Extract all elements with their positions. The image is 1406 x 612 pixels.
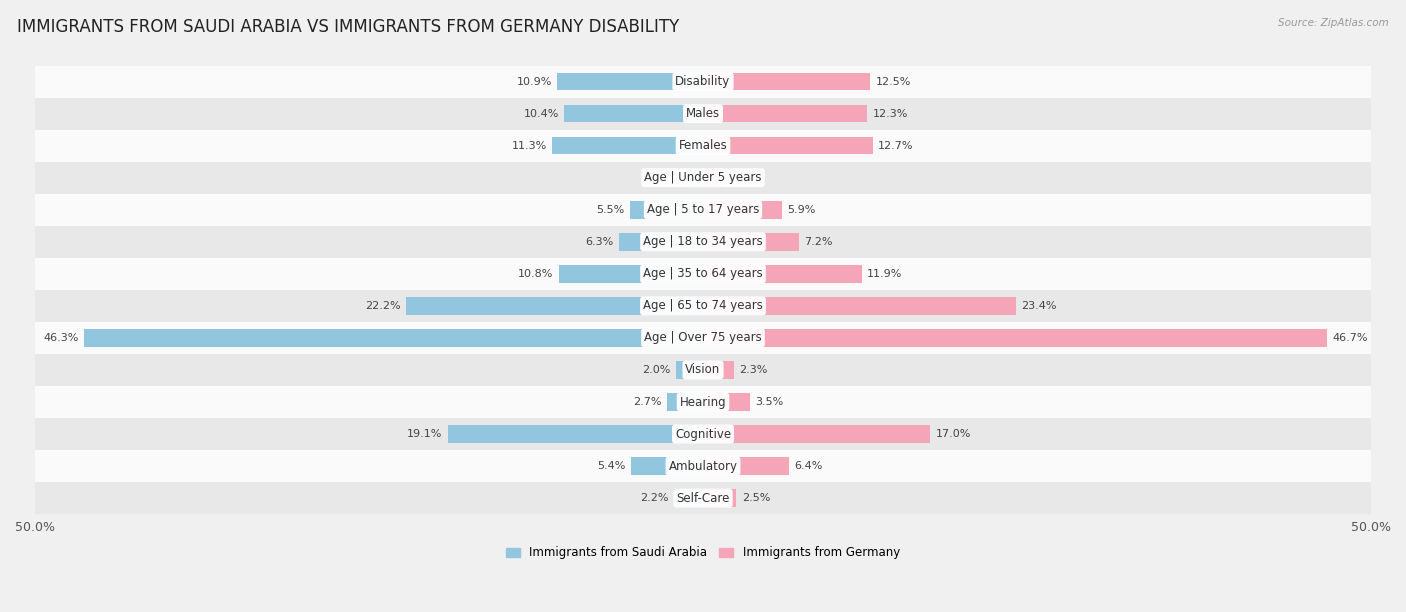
Bar [703, 457, 789, 475]
Bar [703, 73, 870, 91]
Text: 5.5%: 5.5% [596, 205, 624, 215]
Text: 11.3%: 11.3% [512, 141, 547, 151]
Text: 12.7%: 12.7% [877, 141, 914, 151]
Text: 22.2%: 22.2% [366, 301, 401, 311]
Text: Source: ZipAtlas.com: Source: ZipAtlas.com [1278, 18, 1389, 28]
Bar [35, 386, 1371, 418]
Bar [35, 450, 1371, 482]
Text: 2.7%: 2.7% [633, 397, 662, 407]
Bar [35, 130, 1371, 162]
Bar [703, 169, 721, 187]
Bar [35, 258, 1371, 290]
Bar [35, 354, 1371, 386]
Text: 2.0%: 2.0% [643, 365, 671, 375]
Bar [703, 393, 749, 411]
Text: 5.9%: 5.9% [787, 205, 815, 215]
Bar [35, 194, 1371, 226]
Bar [703, 265, 862, 283]
Bar [619, 233, 703, 250]
Legend: Immigrants from Saudi Arabia, Immigrants from Germany: Immigrants from Saudi Arabia, Immigrants… [501, 542, 905, 564]
Bar [703, 233, 799, 250]
Bar [35, 418, 1371, 450]
Text: 2.2%: 2.2% [640, 493, 668, 503]
Bar [558, 265, 703, 283]
Bar [703, 105, 868, 122]
Text: Age | 35 to 64 years: Age | 35 to 64 years [643, 267, 763, 280]
Bar [449, 425, 703, 443]
Bar [703, 297, 1015, 315]
Text: 3.5%: 3.5% [755, 397, 783, 407]
Text: 10.9%: 10.9% [516, 76, 553, 86]
Bar [35, 162, 1371, 194]
Text: Age | 18 to 34 years: Age | 18 to 34 years [643, 235, 763, 248]
Text: 6.4%: 6.4% [794, 461, 823, 471]
Bar [703, 361, 734, 379]
Bar [673, 490, 703, 507]
Text: Disability: Disability [675, 75, 731, 88]
Bar [35, 65, 1371, 97]
Text: Females: Females [679, 139, 727, 152]
Text: 46.7%: 46.7% [1333, 333, 1368, 343]
Text: IMMIGRANTS FROM SAUDI ARABIA VS IMMIGRANTS FROM GERMANY DISABILITY: IMMIGRANTS FROM SAUDI ARABIA VS IMMIGRAN… [17, 18, 679, 36]
Text: 12.3%: 12.3% [873, 108, 908, 119]
Bar [688, 169, 703, 187]
Bar [564, 105, 703, 122]
Bar [35, 290, 1371, 322]
Text: 46.3%: 46.3% [44, 333, 79, 343]
Text: 2.5%: 2.5% [742, 493, 770, 503]
Bar [630, 201, 703, 218]
Bar [703, 425, 931, 443]
Text: 17.0%: 17.0% [935, 429, 970, 439]
Bar [553, 137, 703, 154]
Bar [406, 297, 703, 315]
Bar [676, 361, 703, 379]
Bar [703, 490, 737, 507]
Bar [703, 137, 873, 154]
Text: 23.4%: 23.4% [1021, 301, 1056, 311]
Bar [666, 393, 703, 411]
Bar [35, 322, 1371, 354]
Text: 1.4%: 1.4% [727, 173, 755, 183]
Bar [35, 226, 1371, 258]
Text: Vision: Vision [685, 364, 721, 376]
Bar [35, 97, 1371, 130]
Text: 10.8%: 10.8% [517, 269, 554, 279]
Bar [35, 482, 1371, 514]
Text: Age | 65 to 74 years: Age | 65 to 74 years [643, 299, 763, 312]
Text: 7.2%: 7.2% [804, 237, 832, 247]
Text: 1.2%: 1.2% [654, 173, 682, 183]
Text: Age | Over 75 years: Age | Over 75 years [644, 332, 762, 345]
Text: 11.9%: 11.9% [868, 269, 903, 279]
Text: Age | Under 5 years: Age | Under 5 years [644, 171, 762, 184]
Text: 12.5%: 12.5% [876, 76, 911, 86]
Bar [703, 201, 782, 218]
Text: 5.4%: 5.4% [598, 461, 626, 471]
Bar [703, 329, 1327, 347]
Text: Males: Males [686, 107, 720, 120]
Text: 6.3%: 6.3% [585, 237, 613, 247]
Text: Self-Care: Self-Care [676, 491, 730, 505]
Bar [557, 73, 703, 91]
Text: Hearing: Hearing [679, 395, 727, 408]
Text: Age | 5 to 17 years: Age | 5 to 17 years [647, 203, 759, 216]
Text: Cognitive: Cognitive [675, 428, 731, 441]
Text: 10.4%: 10.4% [523, 108, 558, 119]
Bar [631, 457, 703, 475]
Bar [84, 329, 703, 347]
Text: 19.1%: 19.1% [408, 429, 443, 439]
Text: Ambulatory: Ambulatory [668, 460, 738, 472]
Text: 2.3%: 2.3% [740, 365, 768, 375]
